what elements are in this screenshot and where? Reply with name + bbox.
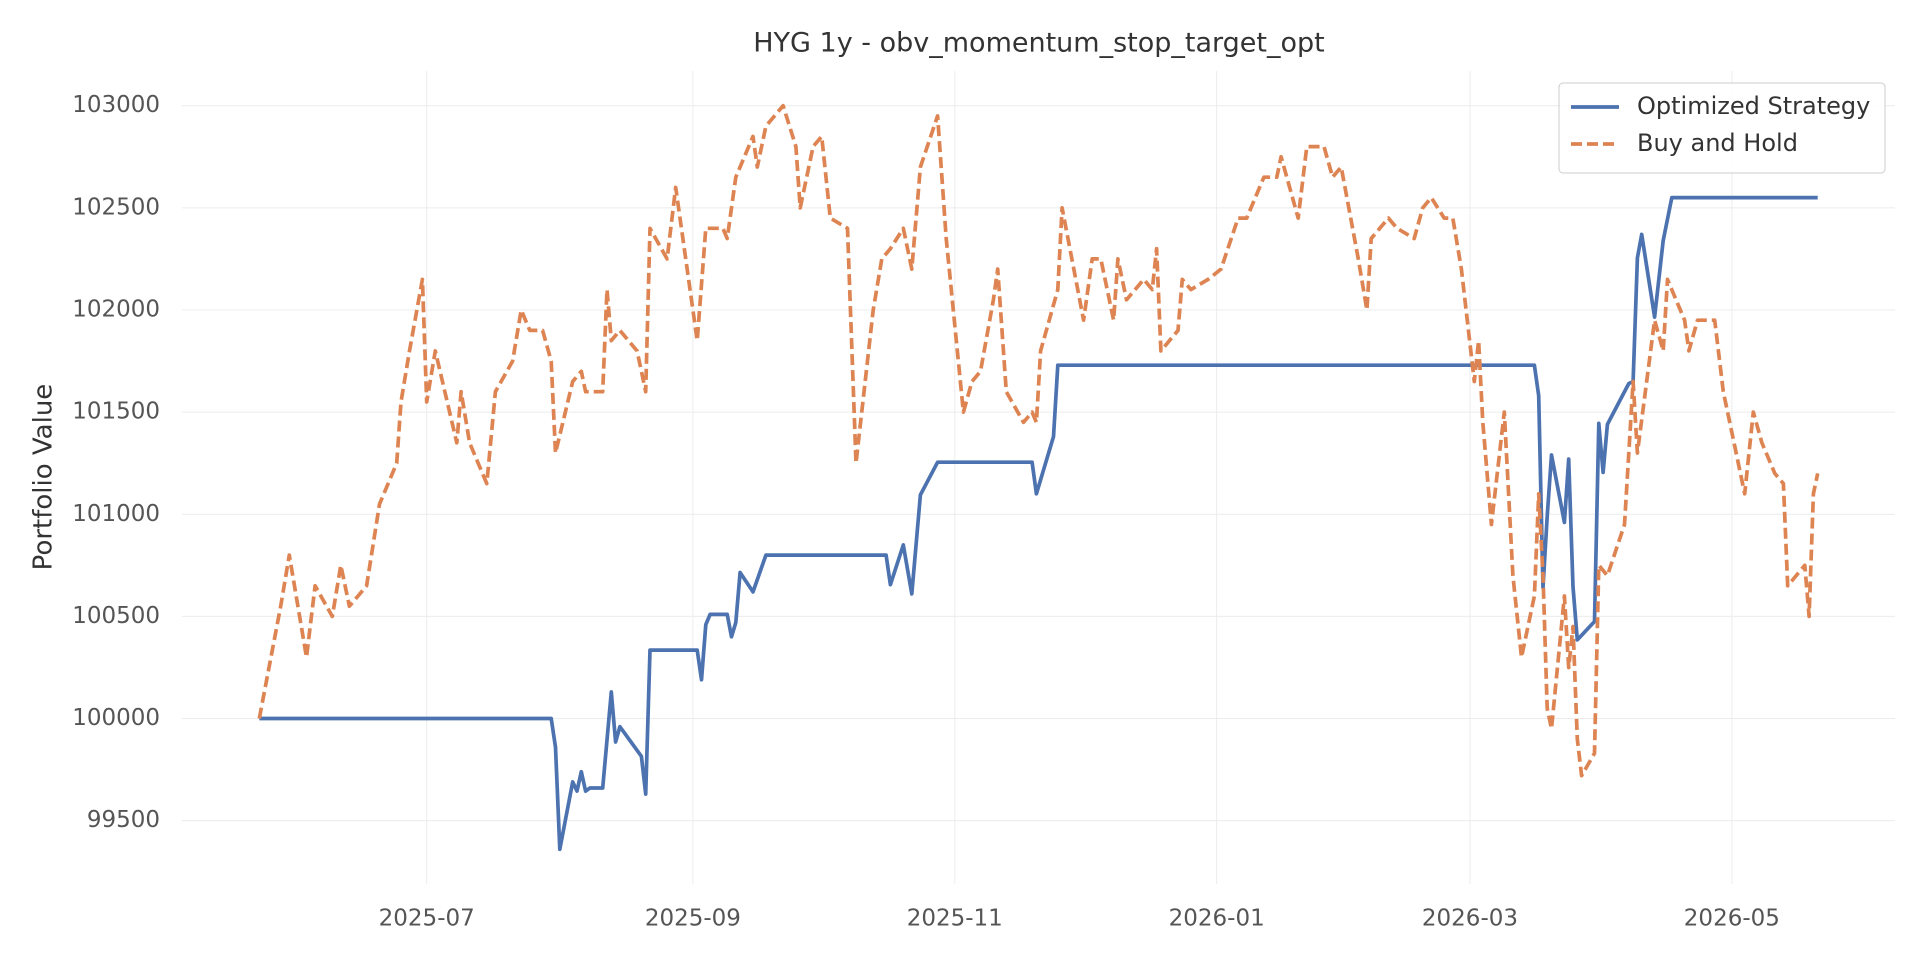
series-line — [259, 195, 1818, 852]
x-tick-label: 2025-09 — [645, 906, 741, 932]
y-tick-label: 102000 — [72, 296, 160, 322]
legend: Optimized Strategy Buy and Hold — [1558, 82, 1886, 174]
y-tick-label: 99500 — [87, 807, 160, 833]
y-tick-label: 103000 — [72, 92, 160, 118]
legend-label: Buy and Hold — [1637, 129, 1798, 157]
x-tick-label: 2026-05 — [1684, 906, 1780, 932]
y-tick-label: 101000 — [72, 501, 160, 527]
y-tick-label: 100500 — [72, 603, 160, 629]
y-tick-label: 102500 — [72, 194, 160, 220]
y-axis-label: Portfolio Value — [29, 384, 59, 571]
series-line — [257, 103, 1820, 778]
x-tick-label: 2026-01 — [1169, 906, 1265, 932]
legend-box — [1558, 82, 1886, 174]
y-tick-label: 101500 — [72, 399, 160, 425]
x-tick-label: 2026-03 — [1422, 906, 1518, 932]
x-tick-label: 2025-07 — [379, 906, 475, 932]
x-tick-label: 2025-11 — [907, 906, 1003, 932]
chart-title: HYG 1y - obv_momentum_stop_target_opt — [753, 28, 1325, 59]
legend-label: Optimized Strategy — [1637, 92, 1870, 120]
y-tick-label: 100000 — [72, 705, 160, 731]
grid — [182, 71, 1895, 884]
